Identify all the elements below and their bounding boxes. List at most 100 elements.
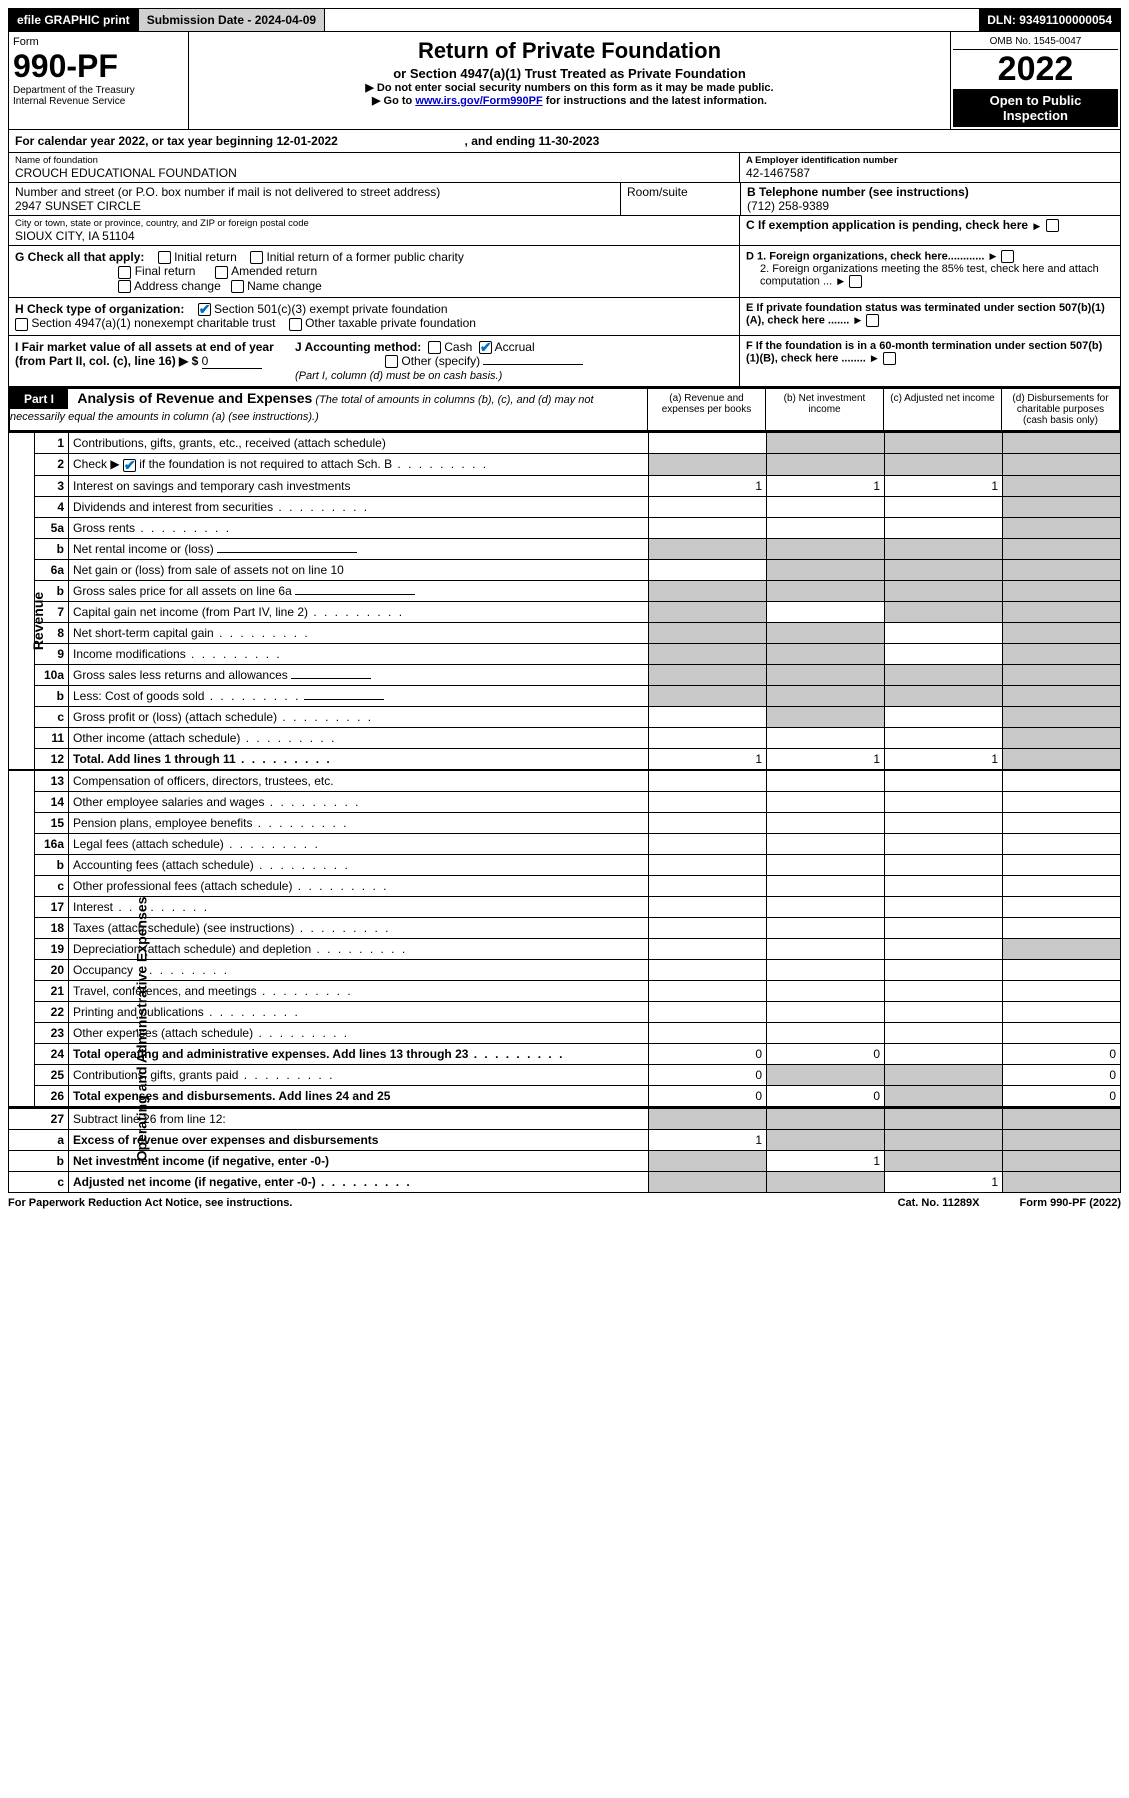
line-5a: Gross rents (69, 517, 649, 538)
city-value: SIOUX CITY, IA 51104 (15, 229, 733, 243)
line-1: Contributions, gifts, grants, etc., rece… (69, 433, 649, 454)
open-public: Open to Public Inspection (953, 89, 1118, 127)
line-27: Subtract line 26 from line 12: (69, 1108, 649, 1130)
line-27b: Net investment income (if negative, ente… (69, 1150, 649, 1171)
expenses-section: Operating and Administrative Expenses 13… (8, 770, 1121, 1107)
foundation-name: CROUCH EDUCATIONAL FOUNDATION (15, 166, 733, 180)
line-17: Interest (69, 896, 649, 917)
line-7: Capital gain net income (from Part IV, l… (69, 601, 649, 622)
ein-label: A Employer identification number (746, 155, 1114, 166)
address-tel-row: Number and street (or P.O. box number if… (8, 183, 1121, 216)
h-e-block: H Check type of organization: Section 50… (8, 298, 1121, 336)
top-bar: efile GRAPHIC print Submission Date - 20… (8, 8, 1121, 32)
city-c-row: City or town, state or province, country… (8, 216, 1121, 246)
line-24: Total operating and administrative expen… (69, 1043, 649, 1064)
line-27-table: 27Subtract line 26 from line 12: aExcess… (8, 1107, 1121, 1193)
g-address-checkbox[interactable] (118, 280, 131, 293)
omb-number: OMB No. 1545-0047 (953, 34, 1118, 50)
ij-f-block: I Fair market value of all assets at end… (8, 336, 1121, 388)
revenue-section: Revenue 1Contributions, gifts, grants, e… (8, 432, 1121, 769)
line-9: Income modifications (69, 643, 649, 664)
line-16c: Other professional fees (attach schedule… (69, 875, 649, 896)
line-20: Occupancy (69, 959, 649, 980)
line-16a: Legal fees (attach schedule) (69, 833, 649, 854)
d2-checkbox[interactable] (849, 275, 862, 288)
j-other-checkbox[interactable] (385, 355, 398, 368)
d2-label: 2. Foreign organizations meeting the 85%… (760, 263, 1099, 287)
ein-value: 42-1467587 (746, 166, 1114, 180)
col-c-header: (c) Adjusted net income (883, 389, 1001, 430)
j-cash-checkbox[interactable] (428, 341, 441, 354)
schb-checkbox[interactable] (123, 459, 136, 472)
j-label: J Accounting method: (295, 340, 421, 354)
line-2: Check ▶ if the foundation is not require… (69, 454, 649, 475)
j-accrual-checkbox[interactable] (479, 341, 492, 354)
g-final-checkbox[interactable] (118, 266, 131, 279)
line-6b: Gross sales price for all assets on line… (69, 580, 649, 601)
line-16b: Accounting fees (attach schedule) (69, 854, 649, 875)
line-18: Taxes (attach schedule) (see instruction… (69, 917, 649, 938)
line-10c: Gross profit or (loss) (attach schedule) (69, 706, 649, 727)
h-label: H Check type of organization: (15, 302, 184, 316)
form-note2: ▶ Go to www.irs.gov/Form990PF for instru… (197, 94, 942, 107)
part1-header: Part I Analysis of Revenue and Expenses … (8, 387, 1121, 432)
submission-date: Submission Date - 2024-04-09 (139, 9, 325, 31)
f-checkbox[interactable] (883, 352, 896, 365)
line-22: Printing and publications (69, 1001, 649, 1022)
d1-checkbox[interactable] (1001, 250, 1014, 263)
e-checkbox[interactable] (866, 314, 879, 327)
efile-label[interactable]: efile GRAPHIC print (9, 9, 139, 31)
line-25: Contributions, gifts, grants paid (69, 1064, 649, 1085)
address-label: Number and street (or P.O. box number if… (15, 185, 614, 199)
irs-link[interactable]: www.irs.gov/Form990PF (415, 95, 542, 107)
footer-form: Form 990-PF (2022) (1020, 1197, 1121, 1209)
foundation-name-label: Name of foundation (15, 155, 733, 166)
line-12: Total. Add lines 1 through 11 (69, 748, 649, 769)
line-26: Total expenses and disbursements. Add li… (69, 1085, 649, 1106)
expenses-side-label: Operating and Administrative Expenses (8, 770, 34, 1107)
line-23: Other expenses (attach schedule) (69, 1022, 649, 1043)
line-27a: Excess of revenue over expenses and disb… (69, 1129, 649, 1150)
header-center: Return of Private Foundation or Section … (189, 32, 950, 129)
line-6a: Net gain or (loss) from sale of assets n… (69, 559, 649, 580)
calendar-year-row: For calendar year 2022, or tax year begi… (8, 130, 1121, 153)
line-13: Compensation of officers, directors, tru… (69, 770, 649, 791)
i-value: 0 (202, 354, 262, 369)
form-number: 990-PF (13, 48, 184, 85)
c-label: C If exemption application is pending, c… (746, 218, 1028, 232)
part1-bar: Part I (10, 389, 68, 409)
expenses-table: 13Compensation of officers, directors, t… (34, 770, 1121, 1107)
dln: DLN: 93491100000054 (979, 9, 1120, 31)
header-left: Form 990-PF Department of the Treasury I… (9, 32, 189, 129)
h-501c3-checkbox[interactable] (198, 303, 211, 316)
g-initial-checkbox[interactable] (158, 251, 171, 264)
arrow-icon (989, 250, 996, 262)
line-10b: Less: Cost of goods sold (69, 685, 649, 706)
line-10a: Gross sales less returns and allowances (69, 664, 649, 685)
name-ein-row: Name of foundation CROUCH EDUCATIONAL FO… (8, 153, 1121, 183)
line-11: Other income (attach schedule) (69, 727, 649, 748)
g-name-checkbox[interactable] (231, 280, 244, 293)
col-d-header: (d) Disbursements for charitable purpose… (1001, 389, 1119, 430)
col-b-header: (b) Net investment income (765, 389, 883, 430)
address-value: 2947 SUNSET CIRCLE (15, 199, 614, 213)
form-header: Form 990-PF Department of the Treasury I… (8, 32, 1121, 130)
line-27c: Adjusted net income (if negative, enter … (69, 1171, 649, 1192)
c-checkbox[interactable] (1046, 219, 1059, 232)
h-other-checkbox[interactable] (289, 318, 302, 331)
arrow-icon (854, 314, 861, 326)
line-4: Dividends and interest from securities (69, 496, 649, 517)
g-amended-checkbox[interactable] (215, 266, 228, 279)
h-4947-checkbox[interactable] (15, 318, 28, 331)
line-8: Net short-term capital gain (69, 622, 649, 643)
header-right: OMB No. 1545-0047 2022 Open to Public In… (950, 32, 1120, 129)
d1-label: D 1. Foreign organizations, check here..… (746, 250, 984, 262)
footer-left: For Paperwork Reduction Act Notice, see … (8, 1197, 292, 1209)
g-initial-former-checkbox[interactable] (250, 251, 263, 264)
tel-value: (712) 258-9389 (747, 199, 1114, 213)
revenue-table: 1Contributions, gifts, grants, etc., rec… (34, 432, 1121, 769)
line-14: Other employee salaries and wages (69, 791, 649, 812)
form-label: Form (13, 36, 184, 48)
footer-cat: Cat. No. 11289X (898, 1197, 980, 1209)
f-label: F If the foundation is in a 60-month ter… (746, 340, 1102, 364)
